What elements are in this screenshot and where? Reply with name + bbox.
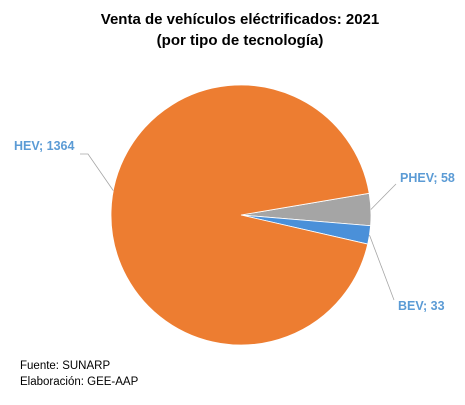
chart-title-line-1: Venta de vehículos eléctrificados: 2021: [101, 11, 379, 28]
footnote-source: Fuente: SUNARP: [20, 360, 110, 372]
slice-hev: [110, 84, 370, 346]
leader-line-phev: [370, 183, 397, 210]
label-bev: BEV; 33: [398, 299, 445, 313]
leader-line-bev: [369, 234, 395, 301]
label-hev: HEV; 1364: [14, 139, 75, 153]
footnote-elaboration: Elaboración: GEE-AAP: [20, 376, 139, 388]
pie-slices: [110, 84, 372, 346]
leader-line-hev: [80, 153, 114, 191]
leader-lines: [80, 153, 397, 301]
chart-title-line-2: (por tipo de tecnología): [157, 32, 324, 49]
label-phev: PHEV; 58: [400, 171, 455, 185]
